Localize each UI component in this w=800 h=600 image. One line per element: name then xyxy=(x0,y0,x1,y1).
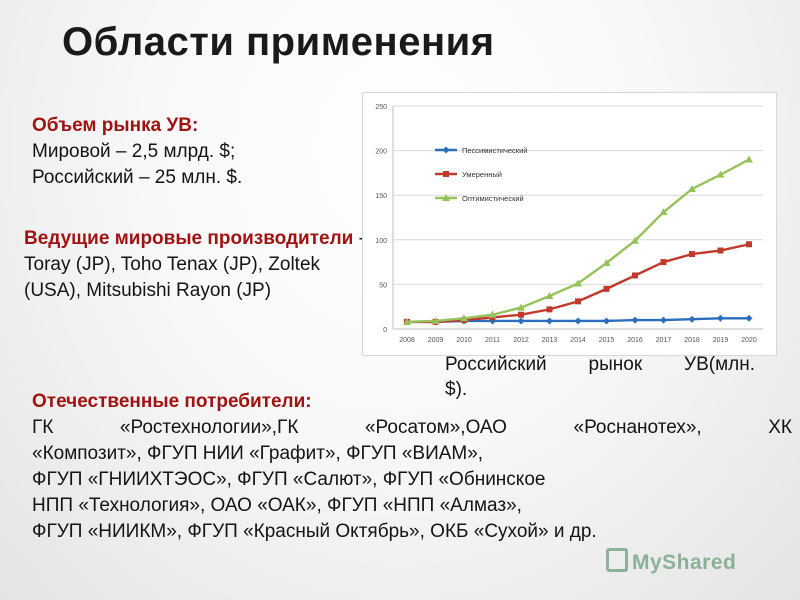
data-point xyxy=(460,314,468,322)
x-tick-label: 2013 xyxy=(542,337,558,344)
data-point xyxy=(717,247,724,254)
legend-label: Пессимистический xyxy=(462,146,527,155)
y-tick-label: 150 xyxy=(375,193,387,200)
data-point xyxy=(745,155,753,163)
x-tick-label: 2020 xyxy=(741,337,757,344)
market-size-block: Объем рынка УВ: Мировой – 2,5 млрд. $; Р… xyxy=(32,113,352,191)
y-tick-label: 0 xyxy=(383,327,387,334)
slide-title: Области применения xyxy=(62,20,495,64)
x-tick-label: 2016 xyxy=(627,337,643,344)
consumers-heading: Отечественные потребители: xyxy=(32,391,312,412)
legend-marker xyxy=(443,171,449,177)
data-point xyxy=(745,314,753,322)
data-point xyxy=(518,311,524,318)
data-point xyxy=(489,317,496,325)
data-point xyxy=(716,170,725,178)
consumers-line-3: ФГУП «ГНИИХТЭОС», ФГУП «Салют», ФГУП «Об… xyxy=(32,469,546,490)
chart-canvas: 0 50 100 150 200 250 2008 2009 2010 2011 2012 2013 2… xyxy=(375,104,763,344)
x-tick-label: 2014 xyxy=(570,337,586,344)
x-tick-label: 2011 xyxy=(485,337,500,344)
producers-list: - Toray (JP), Toho Tenax (JP), Zoltek (U… xyxy=(24,228,365,301)
data-point xyxy=(660,316,667,324)
legend-marker xyxy=(442,146,450,154)
x-tick-label: 2019 xyxy=(713,337,729,344)
data-point xyxy=(688,315,696,323)
data-point xyxy=(660,259,667,266)
x-tick-label: 2012 xyxy=(513,337,529,344)
producers-block: Ведущие мировые производители - Toray (J… xyxy=(24,226,369,304)
data-point xyxy=(431,316,440,324)
consumers-line-4: НПП «Технология», ОАО «ОАК», ФГУП «НПП «… xyxy=(32,495,522,516)
data-point xyxy=(574,317,582,325)
data-point xyxy=(631,236,639,244)
x-tick-label: 2017 xyxy=(656,337,672,344)
market-russia-line: Российский – 25 млн. $. xyxy=(32,167,243,188)
chart-caption: Российский рынок УВ(млн. $). xyxy=(445,352,755,402)
consumers-line-5: ФГУП «НИИКМ», ФГУП «Красный Октябрь», ОК… xyxy=(32,521,597,542)
data-point xyxy=(632,272,638,279)
data-point xyxy=(403,317,411,325)
y-tick-label: 50 xyxy=(379,282,387,289)
data-point xyxy=(546,306,553,313)
y-tick-label: 200 xyxy=(375,149,387,156)
data-point xyxy=(631,316,639,324)
data-point xyxy=(545,291,554,299)
market-forecast-chart: 0 50 100 150 200 250 2008 2009 2010 2011 2012 2013 2… xyxy=(362,92,777,356)
y-tick-label: 100 xyxy=(375,238,387,245)
data-point xyxy=(746,241,752,248)
watermark-icon xyxy=(606,548,628,572)
x-tick-label: 2010 xyxy=(456,337,472,344)
y-tick-label: 250 xyxy=(375,104,387,111)
data-point xyxy=(602,258,611,266)
data-point xyxy=(659,208,668,216)
x-tick-label: 2015 xyxy=(599,337,615,344)
data-point xyxy=(575,298,581,305)
consumers-block: Отечественные потребители: ГК «Ростехнол… xyxy=(32,389,792,545)
data-point xyxy=(517,317,525,325)
data-point xyxy=(546,317,553,325)
data-point xyxy=(717,314,724,322)
x-tick-label: 2018 xyxy=(684,337,700,344)
chart-caption-line-1: Российский рынок УВ(млн. xyxy=(445,354,755,375)
data-point xyxy=(688,184,696,192)
watermark-text: MyShared xyxy=(632,551,737,574)
data-point xyxy=(689,251,695,258)
market-world-line: Мировой – 2,5 млрд. $; xyxy=(32,141,236,162)
data-point xyxy=(517,303,525,311)
consumers-line-2: «Композит», ФГУП НИИ «Графит», ФГУП «ВИА… xyxy=(32,443,484,464)
chart-caption-line-2: $). xyxy=(445,379,468,400)
legend-label: Умеренный xyxy=(462,170,502,179)
data-point xyxy=(603,317,610,325)
x-tick-label: 2008 xyxy=(399,337,415,344)
producers-heading: Ведущие мировые производители xyxy=(24,228,354,249)
series-line xyxy=(406,158,750,324)
legend-marker xyxy=(442,194,450,201)
legend-label: Оптимистический xyxy=(462,194,524,203)
data-point xyxy=(603,285,610,292)
data-point xyxy=(488,310,497,318)
x-tick-label: 2009 xyxy=(428,337,444,344)
watermark-logo: MyShared xyxy=(606,548,736,575)
data-point xyxy=(574,279,582,287)
consumers-line-1: ГК «Ростехнологии»,ГК «Росатом»,ОАО «Рос… xyxy=(32,417,792,438)
market-size-heading: Объем рынка УВ: xyxy=(32,115,199,136)
